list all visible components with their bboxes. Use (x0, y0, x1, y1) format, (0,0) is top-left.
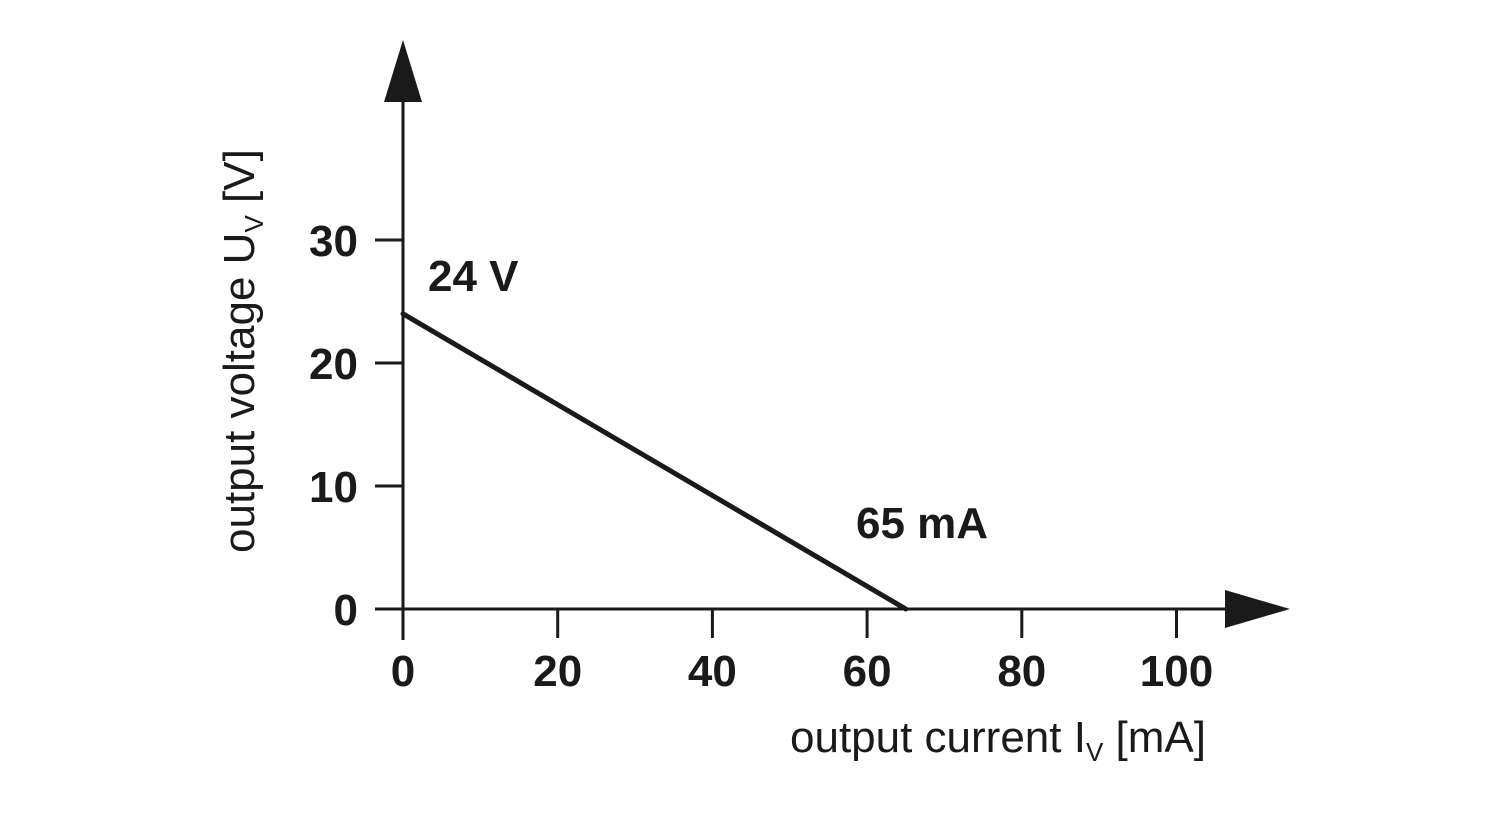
x-tick-label: 60 (843, 647, 892, 696)
x-tick-label: 100 (1140, 647, 1213, 696)
y-axis-title-sub: V (239, 215, 269, 233)
y-tick-label: 30 (309, 217, 358, 266)
y-axis-title-unit: [V] (215, 149, 264, 215)
x-axis-title-unit: [mA] (1103, 713, 1206, 762)
y-tick-label: 10 (309, 463, 358, 512)
y-tick-label: 0 (334, 586, 358, 635)
x-tick-label: 0 (391, 647, 415, 696)
series-line (400, 311, 909, 612)
x-axis-title-main: output current I (790, 713, 1086, 762)
y-axis (384, 40, 422, 640)
x-axis (375, 590, 1290, 628)
y-tick-label: 20 (309, 340, 358, 389)
y-axis-arrow (384, 40, 422, 102)
x-ticks: 0 20 40 60 80 100 (391, 609, 1213, 696)
x-tick-label: 40 (688, 647, 737, 696)
x-axis-title: output current IV [mA] (790, 713, 1206, 767)
x-axis-arrow (1225, 590, 1290, 628)
annotation-24v: 24 V (428, 252, 519, 301)
annotation-65ma: 65 mA (856, 499, 988, 548)
x-tick-label: 80 (997, 647, 1046, 696)
x-tick-label: 20 (533, 647, 582, 696)
x-axis-title-sub: V (1086, 737, 1104, 767)
y-axis-title-main: output voltage U (215, 233, 264, 553)
y-ticks: 0 10 20 30 (309, 217, 403, 635)
y-axis-title: output voltage UV [V] (215, 149, 269, 553)
